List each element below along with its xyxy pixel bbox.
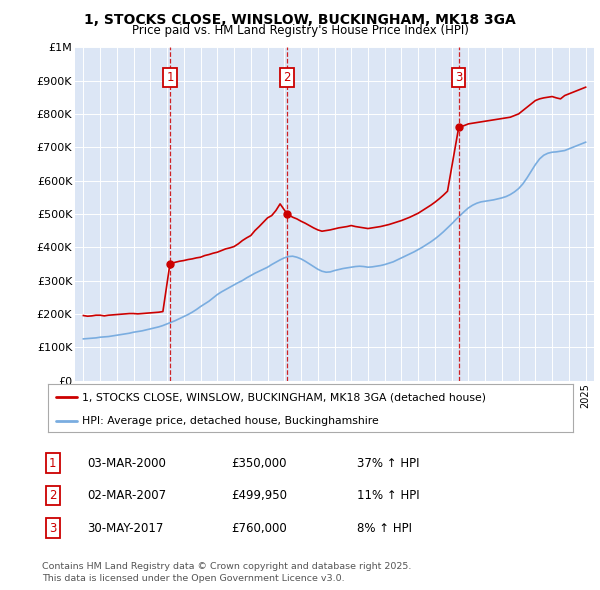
Text: 30-MAY-2017: 30-MAY-2017	[87, 522, 163, 535]
Text: 1, STOCKS CLOSE, WINSLOW, BUCKINGHAM, MK18 3GA (detached house): 1, STOCKS CLOSE, WINSLOW, BUCKINGHAM, MK…	[82, 392, 486, 402]
Text: 37% ↑ HPI: 37% ↑ HPI	[357, 457, 419, 470]
Text: Contains HM Land Registry data © Crown copyright and database right 2025.
This d: Contains HM Land Registry data © Crown c…	[42, 562, 412, 583]
Text: 1, STOCKS CLOSE, WINSLOW, BUCKINGHAM, MK18 3GA: 1, STOCKS CLOSE, WINSLOW, BUCKINGHAM, MK…	[84, 13, 516, 27]
Text: 1: 1	[49, 457, 56, 470]
Text: 8% ↑ HPI: 8% ↑ HPI	[357, 522, 412, 535]
Text: £499,950: £499,950	[231, 489, 287, 502]
Text: Price paid vs. HM Land Registry's House Price Index (HPI): Price paid vs. HM Land Registry's House …	[131, 24, 469, 37]
Text: 3: 3	[455, 71, 463, 84]
Text: 2: 2	[283, 71, 291, 84]
Text: 3: 3	[49, 522, 56, 535]
Text: HPI: Average price, detached house, Buckinghamshire: HPI: Average price, detached house, Buck…	[82, 416, 379, 426]
Text: 1: 1	[166, 71, 173, 84]
Text: £760,000: £760,000	[231, 522, 287, 535]
Text: 02-MAR-2007: 02-MAR-2007	[87, 489, 166, 502]
Text: 03-MAR-2000: 03-MAR-2000	[87, 457, 166, 470]
Text: 2: 2	[49, 489, 56, 502]
Text: 11% ↑ HPI: 11% ↑ HPI	[357, 489, 419, 502]
Text: £350,000: £350,000	[231, 457, 287, 470]
